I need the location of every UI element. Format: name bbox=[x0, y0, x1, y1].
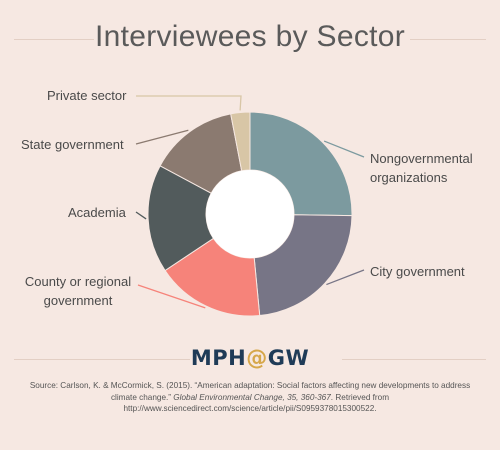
source-prefix: Source: Carlson, K. & McCormick, S. (201… bbox=[29, 381, 471, 402]
source-journal: Global Environmental Change, 35, 360-367 bbox=[173, 392, 331, 402]
logo-rule-left bbox=[14, 359, 190, 360]
label-ngo-line1: Nongovernmental bbox=[370, 151, 473, 166]
label-county-line1: County or regional bbox=[24, 274, 132, 289]
label-county: County or regional government bbox=[10, 272, 146, 310]
leader-line-state bbox=[135, 129, 189, 145]
leader-line-city bbox=[326, 269, 365, 286]
label-state: State government bbox=[21, 137, 124, 152]
label-city: City government bbox=[370, 264, 465, 279]
chart-title: Interviewees by Sector bbox=[94, 20, 406, 53]
leader-line-academia bbox=[135, 211, 147, 220]
logo-at: @ bbox=[246, 346, 268, 370]
leader-line-county bbox=[137, 284, 206, 309]
label-academia: Academia bbox=[68, 205, 126, 220]
leader-line-private bbox=[136, 95, 242, 111]
label-private: Private sector bbox=[47, 88, 127, 103]
mph-gw-logo: MPH@GW bbox=[0, 346, 500, 370]
label-county-line2: government bbox=[43, 293, 113, 308]
label-ngo-line2: organizations bbox=[370, 170, 448, 185]
leader-line-ngo bbox=[323, 140, 365, 158]
logo-mph: MPH bbox=[190, 346, 247, 370]
logo-rule-right bbox=[342, 359, 486, 360]
logo-gw: GW bbox=[267, 346, 310, 370]
title-row: Interviewees by Sector bbox=[0, 20, 500, 56]
title-rule-left bbox=[14, 39, 94, 40]
label-ngo: Nongovernmental organizations bbox=[370, 149, 473, 187]
donut-hole bbox=[206, 170, 294, 258]
logo-row: MPH@GW bbox=[0, 346, 500, 372]
title-rule-right bbox=[410, 39, 486, 40]
source-citation: Source: Carlson, K. & McCormick, S. (201… bbox=[20, 380, 480, 415]
source-suffix: . Retrieved from http://www.sciencedirec… bbox=[123, 392, 390, 414]
